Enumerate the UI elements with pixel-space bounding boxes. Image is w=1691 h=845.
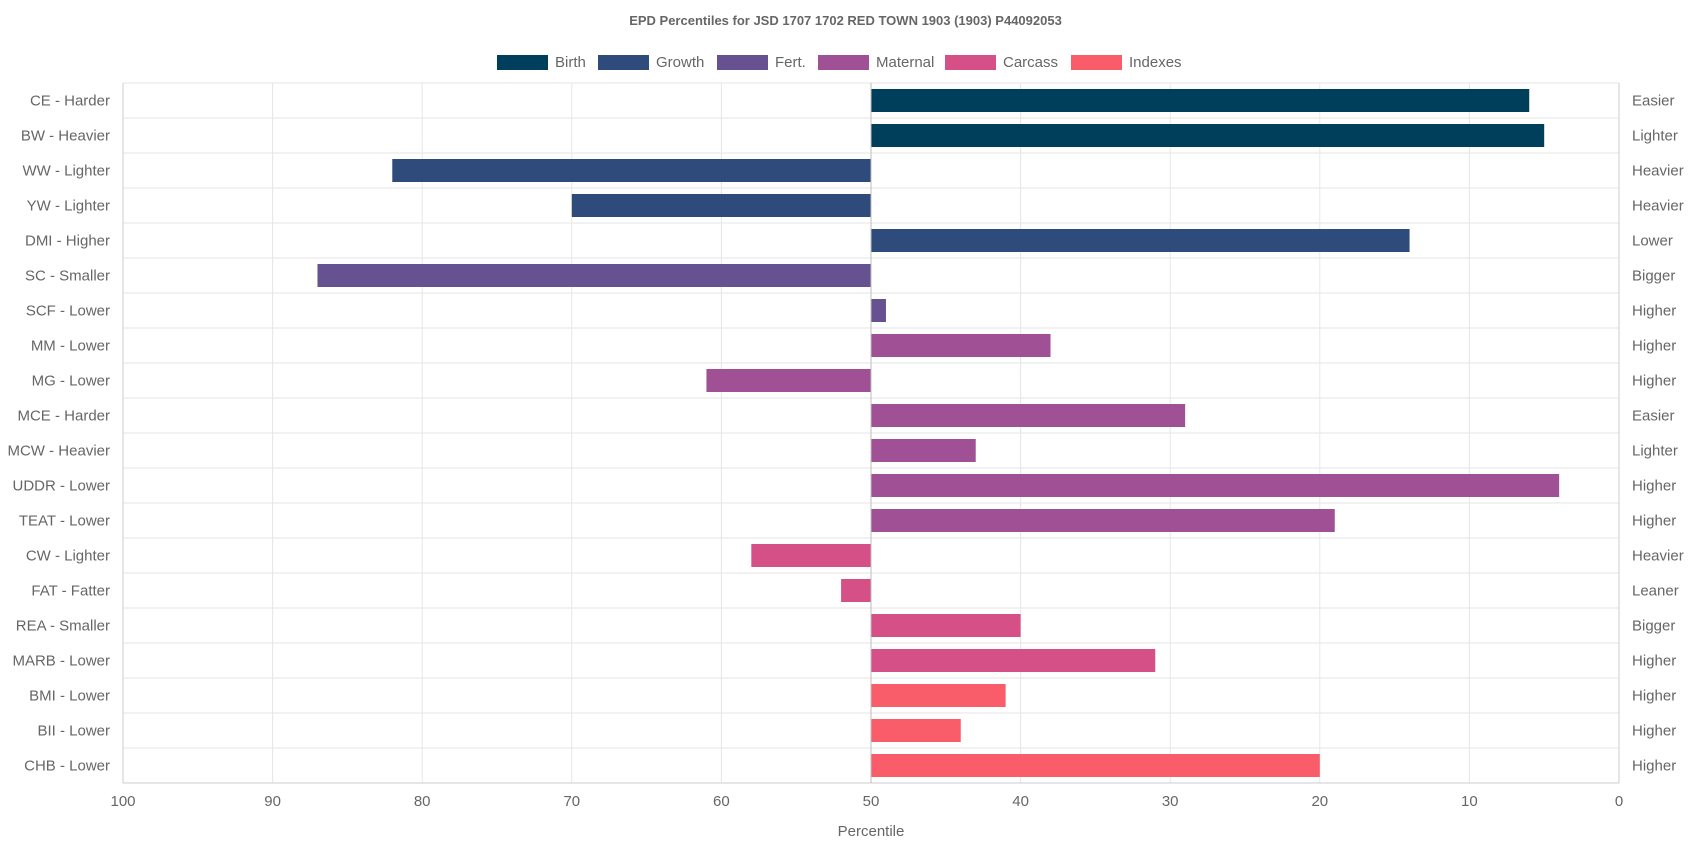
- direction-labels: Easier Lighter Heavier Heavier Lower Bigger Hi…: [1632, 93, 1684, 775]
- bar-2[interactable]: [392, 159, 871, 182]
- direction-label-7: Higher: [1632, 338, 1676, 355]
- x-tick-label-5: 50: [863, 793, 880, 810]
- legend-swatch-5[interactable]: [1071, 55, 1122, 70]
- direction-label-9: Easier: [1632, 408, 1675, 425]
- category-label-19: CHB - Lower: [24, 758, 110, 775]
- legend-label-4[interactable]: Carcass: [1003, 54, 1058, 71]
- bar-7[interactable]: [871, 334, 1051, 357]
- bar-1[interactable]: [871, 124, 1545, 147]
- legend-label-3[interactable]: Maternal: [876, 54, 934, 71]
- category-label-4: DMI - Higher: [25, 233, 110, 250]
- bar-11[interactable]: [871, 474, 1560, 497]
- category-label-0: CE - Harder: [30, 93, 110, 110]
- category-label-18: BII - Lower: [37, 723, 110, 740]
- x-tick-label-1: 90: [264, 793, 281, 810]
- category-label-9: MCE - Harder: [17, 408, 110, 425]
- direction-label-12: Higher: [1632, 513, 1676, 530]
- direction-label-8: Higher: [1632, 373, 1676, 390]
- direction-label-13: Heavier: [1632, 548, 1684, 565]
- bar-16[interactable]: [871, 649, 1156, 672]
- category-label-7: MM - Lower: [31, 338, 110, 355]
- legend-swatch-4[interactable]: [945, 55, 996, 70]
- bar-17[interactable]: [871, 684, 1006, 707]
- bar-19[interactable]: [871, 754, 1320, 777]
- direction-label-2: Heavier: [1632, 163, 1684, 180]
- bar-12[interactable]: [871, 509, 1335, 532]
- category-label-5: SC - Smaller: [25, 268, 110, 285]
- direction-label-5: Bigger: [1632, 268, 1675, 285]
- bars: [317, 83, 1560, 783]
- x-tick-label-7: 30: [1162, 793, 1179, 810]
- category-label-8: MG - Lower: [32, 373, 110, 390]
- x-tick-label-2: 80: [414, 793, 431, 810]
- direction-label-10: Lighter: [1632, 443, 1678, 460]
- chart-title: EPD Percentiles for JSD 1707 1702 RED TO…: [629, 13, 1062, 28]
- direction-label-11: Higher: [1632, 478, 1676, 495]
- category-label-10: MCW - Heavier: [7, 443, 110, 460]
- x-tick-label-4: 60: [713, 793, 730, 810]
- legend-label-1[interactable]: Growth: [656, 54, 704, 71]
- x-tick-label-0: 100: [110, 793, 135, 810]
- x-tick-label-6: 40: [1012, 793, 1029, 810]
- bar-18[interactable]: [871, 719, 961, 742]
- legend: Birth Growth Fert. Maternal Carcass Indexes: [497, 54, 1182, 71]
- bar-10[interactable]: [871, 439, 976, 462]
- legend-label-5[interactable]: Indexes: [1129, 54, 1182, 71]
- direction-label-3: Heavier: [1632, 198, 1684, 215]
- x-tick-label-3: 70: [563, 793, 580, 810]
- direction-label-1: Lighter: [1632, 128, 1678, 145]
- direction-label-14: Leaner: [1632, 583, 1679, 600]
- direction-label-15: Bigger: [1632, 618, 1675, 635]
- direction-label-0: Easier: [1632, 93, 1675, 110]
- legend-swatch-1[interactable]: [598, 55, 649, 70]
- legend-label-0[interactable]: Birth: [555, 54, 586, 71]
- category-label-6: SCF - Lower: [26, 303, 110, 320]
- category-label-1: BW - Heavier: [21, 128, 110, 145]
- bar-13[interactable]: [751, 544, 871, 567]
- x-axis-title: Percentile: [838, 823, 905, 840]
- category-label-3: YW - Lighter: [27, 198, 110, 215]
- direction-label-18: Higher: [1632, 723, 1676, 740]
- category-labels: CE - Harder BW - Heavier WW - Lighter YW - …: [7, 93, 110, 775]
- legend-label-2[interactable]: Fert.: [775, 54, 806, 71]
- x-axis-ticks: 100 90 80 70 60 50 40 30 20 10 0: [110, 793, 1623, 810]
- direction-label-6: Higher: [1632, 303, 1676, 320]
- legend-swatch-0[interactable]: [497, 55, 548, 70]
- x-tick-label-8: 20: [1311, 793, 1328, 810]
- bar-3[interactable]: [571, 194, 871, 217]
- category-label-11: UDDR - Lower: [12, 478, 110, 495]
- direction-label-17: Higher: [1632, 688, 1676, 705]
- direction-label-4: Lower: [1632, 233, 1673, 250]
- category-label-15: REA - Smaller: [16, 618, 110, 635]
- bar-8[interactable]: [706, 369, 871, 392]
- x-tick-label-9: 10: [1461, 793, 1478, 810]
- direction-label-19: Higher: [1632, 758, 1676, 775]
- bar-4[interactable]: [871, 229, 1410, 252]
- category-label-13: CW - Lighter: [26, 548, 110, 565]
- category-label-17: BMI - Lower: [29, 688, 110, 705]
- bar-14[interactable]: [841, 579, 871, 602]
- category-label-14: FAT - Fatter: [31, 583, 110, 600]
- category-label-16: MARB - Lower: [12, 653, 110, 670]
- bar-6[interactable]: [871, 299, 886, 322]
- bar-9[interactable]: [871, 404, 1186, 427]
- bar-15[interactable]: [871, 614, 1021, 637]
- bar-0[interactable]: [871, 89, 1530, 112]
- category-label-12: TEAT - Lower: [19, 513, 110, 530]
- legend-swatch-3[interactable]: [818, 55, 869, 70]
- category-label-2: WW - Lighter: [22, 163, 110, 180]
- x-tick-label-10: 0: [1615, 793, 1623, 810]
- direction-label-16: Higher: [1632, 653, 1676, 670]
- legend-swatch-2[interactable]: [717, 55, 768, 70]
- bar-5[interactable]: [317, 264, 872, 287]
